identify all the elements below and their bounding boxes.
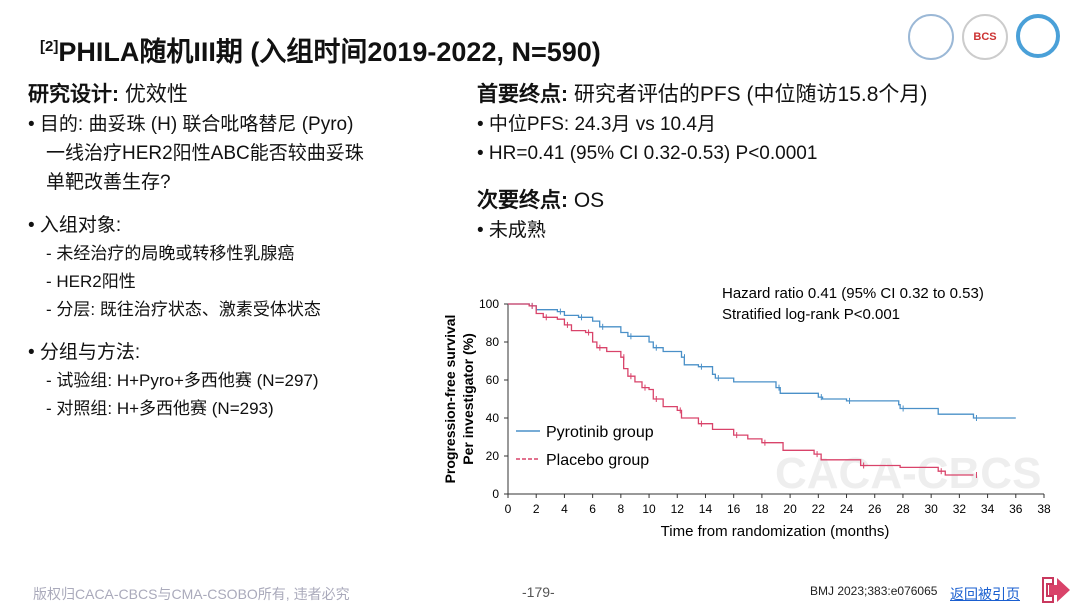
legend-placebo: Placebo group (546, 452, 649, 469)
y-tick-label: 20 (486, 449, 500, 463)
logos: BCS (908, 14, 1060, 60)
x-axis-label: Time from randomization (months) (661, 523, 890, 540)
x-tick-label: 0 (505, 502, 512, 516)
y-tick-label: 100 (479, 297, 499, 311)
x-tick-label: 30 (924, 502, 938, 516)
y-tick-label: 60 (486, 373, 500, 387)
reference-marker: [2] (40, 38, 59, 55)
x-tick-label: 14 (699, 502, 713, 516)
annotation-hr: Hazard ratio 0.41 (95% CI 0.32 to 0.53) (722, 285, 984, 302)
groups-list: - 试验组: H+Pyro+多西他赛 (N=297) - 对照组: H+多西他赛 … (46, 371, 319, 418)
x-tick-label: 16 (727, 502, 741, 516)
primary-endpoint-list: • 中位PFS: 24.3月 vs 10.4月 • HR=0.41 (95% CI… (477, 114, 818, 164)
secondary-endpoint-item: • 未成熟 (477, 220, 546, 241)
csobo-logo (1016, 14, 1060, 58)
purpose-text: • 目的: 曲妥珠 (H) 联合吡咯替尼 (Pyro) 一线治疗HER2阳性ABC… (28, 114, 364, 193)
series-pyrotinib-curve (508, 303, 1016, 419)
series-placebo-curve (508, 303, 974, 476)
return-arrow-icon[interactable] (1040, 575, 1072, 605)
primary-endpoint-heading: 首要终点: 研究者评估的PFS (中位随访15.8个月) (477, 83, 928, 106)
y-axis-label-2: Per investigator (%) (460, 333, 476, 464)
slide-title: [2]PHILA随机III期 (入组时间2019-2022, N=590) (40, 30, 601, 69)
y-tick-label: 80 (486, 335, 500, 349)
x-tick-label: 20 (783, 502, 797, 516)
x-tick-label: 24 (840, 502, 854, 516)
back-link[interactable]: 返回被引页 (950, 586, 1020, 602)
x-tick-label: 38 (1037, 502, 1051, 516)
right-column: 首要终点: 研究者评估的PFS (中位随访15.8个月) • 中位PFS: 24… (477, 78, 927, 245)
legend-pyrotinib: Pyrotinib group (546, 424, 654, 441)
x-tick-label: 36 (1009, 502, 1023, 516)
page-number: -179- (522, 584, 555, 600)
x-tick-label: 6 (589, 502, 596, 516)
x-tick-label: 26 (868, 502, 882, 516)
subjects-heading: • 入组对象: (28, 215, 122, 236)
left-column: 研究设计: 优效性 • 目的: 曲妥珠 (H) 联合吡咯替尼 (Pyro) 一线治… (28, 78, 364, 423)
y-axis-label-1: Progression-free survival (442, 315, 458, 484)
x-tick-label: 2 (533, 502, 540, 516)
x-tick-label: 32 (953, 502, 967, 516)
x-tick-label: 28 (896, 502, 910, 516)
design-heading: 研究设计: 优效性 (28, 83, 188, 106)
watermark: CACA-CBCS (775, 449, 1041, 498)
subjects-list: - 未经治疗的局晚或转移性乳腺癌 - HER2阳性 - 分层: 既往治疗状态、激素受… (46, 244, 321, 319)
title-text: PHILA随机III期 (入组时间2019-2022, N=590) (58, 37, 601, 67)
x-tick-label: 18 (755, 502, 769, 516)
y-tick-label: 0 (492, 487, 499, 501)
x-tick-label: 8 (617, 502, 624, 516)
x-tick-label: 10 (642, 502, 656, 516)
annotation-logrank: Stratified log-rank P<0.001 (722, 306, 900, 323)
citation: BMJ 2023;383:e076065 (810, 584, 938, 598)
x-tick-label: 4 (561, 502, 568, 516)
x-tick-label: 12 (671, 502, 685, 516)
y-tick-label: 40 (486, 411, 500, 425)
groups-heading: • 分组与方法: (28, 342, 141, 363)
x-tick-label: 22 (812, 502, 826, 516)
copyright-text: 版权归CACA-CBCS与CMA-CSOBO所有, 违者必究 (33, 586, 350, 602)
secondary-endpoint-heading: 次要终点: OS (477, 189, 605, 212)
x-tick-label: 34 (981, 502, 995, 516)
university-seal-logo (908, 14, 954, 60)
bcs-logo: BCS (962, 14, 1008, 60)
